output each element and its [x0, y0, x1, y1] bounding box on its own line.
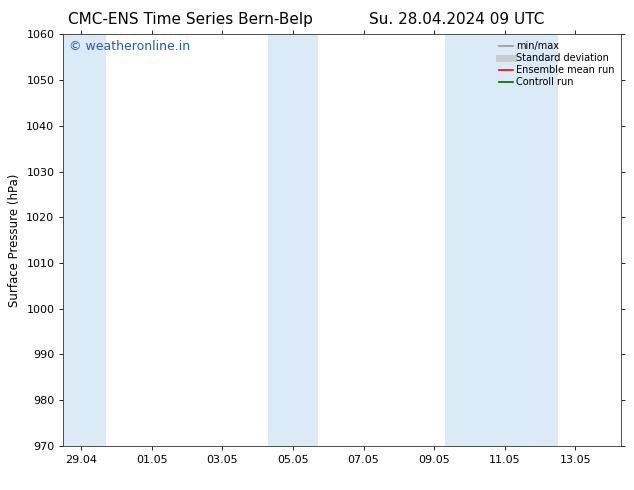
Legend: min/max, Standard deviation, Ensemble mean run, Controll run: min/max, Standard deviation, Ensemble me… — [496, 39, 616, 89]
Bar — [63, 34, 106, 446]
Text: CMC-ENS Time Series Bern-Belp: CMC-ENS Time Series Bern-Belp — [68, 12, 313, 27]
Bar — [268, 34, 318, 446]
Y-axis label: Surface Pressure (hPa): Surface Pressure (hPa) — [8, 173, 21, 307]
Text: Su. 28.04.2024 09 UTC: Su. 28.04.2024 09 UTC — [369, 12, 544, 27]
Bar — [445, 34, 558, 446]
Text: © weatheronline.in: © weatheronline.in — [69, 41, 190, 53]
